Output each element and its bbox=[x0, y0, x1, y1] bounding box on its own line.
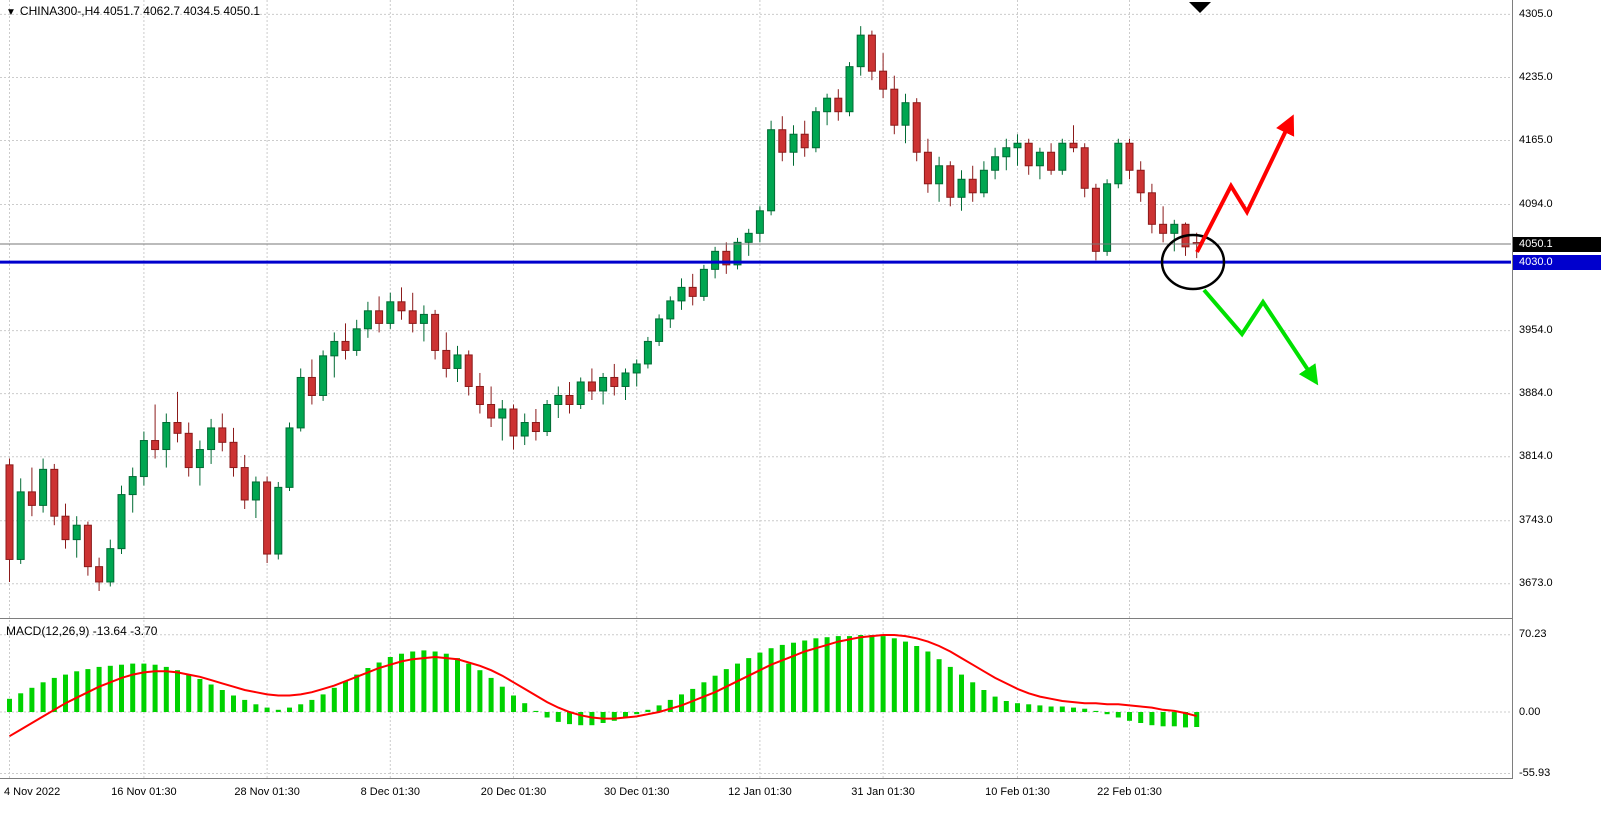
price-axis-label: 3814.0 bbox=[1519, 450, 1553, 463]
macd-axis-label: 0.00 bbox=[1519, 705, 1541, 718]
price-axis-label: 3954.0 bbox=[1519, 324, 1553, 337]
panel-separator bbox=[0, 618, 1601, 619]
current-price-badge: 4050.1 bbox=[1513, 236, 1601, 252]
macd-chart-canvas[interactable] bbox=[0, 620, 1511, 778]
support-line-price-badge: 4030.0 bbox=[1513, 254, 1601, 270]
time-axis-label: 16 Nov 01:30 bbox=[111, 786, 177, 798]
chart-shift-marker[interactable] bbox=[1189, 2, 1211, 13]
dropdown-arrow-icon[interactable]: ▼ bbox=[6, 7, 16, 18]
price-axis-label: 3884.0 bbox=[1519, 387, 1553, 400]
time-axis-label: 30 Dec 01:30 bbox=[603, 786, 670, 798]
price-axis-label: 3743.0 bbox=[1519, 514, 1553, 527]
price-axis-label: 4094.0 bbox=[1519, 197, 1553, 210]
bearish-scenario-arrow[interactable] bbox=[1202, 288, 1319, 386]
time-axis-label: 22 Feb 01:30 bbox=[1097, 786, 1162, 798]
time-axis-label: 12 Jan 01:30 bbox=[728, 786, 792, 798]
symbol-ohlc-text: CHINA300-,H4 4051.7 4062.7 4034.5 4050.1 bbox=[19, 4, 261, 18]
price-axis-label: 4305.0 bbox=[1519, 7, 1553, 20]
time-axis-label: 10 Feb 01:30 bbox=[985, 786, 1050, 798]
price-axis-label: 4235.0 bbox=[1519, 70, 1553, 83]
bullish-scenario-arrow[interactable] bbox=[1195, 114, 1295, 253]
price-axis-label: 4165.0 bbox=[1519, 134, 1553, 147]
macd-values: -13.64 -3.70 bbox=[92, 624, 158, 638]
time-axis-label: 4 Nov 2022 bbox=[4, 786, 61, 798]
price-axis: 4305.0 4235.0 4165.0 4094.0 3954.0 3884.0 3814… bbox=[1512, 0, 1601, 779]
time-axis-label: 8 Dec 01:30 bbox=[360, 786, 420, 798]
macd-axis-label: 70.23 bbox=[1519, 628, 1547, 641]
candles bbox=[5, 26, 1201, 591]
macd-signal-line bbox=[8, 634, 1197, 738]
macd-grid bbox=[0, 620, 1511, 778]
highlight-circle[interactable] bbox=[1160, 233, 1226, 291]
macd-axis-label: -55.93 bbox=[1519, 767, 1551, 780]
macd-name: MACD(12,26,9) bbox=[6, 624, 90, 638]
time-axis-label: 28 Nov 01:30 bbox=[234, 786, 300, 798]
price-axis-label: 3673.0 bbox=[1519, 577, 1553, 590]
time-axis-label: 31 Jan 01:30 bbox=[851, 786, 915, 798]
panel-separator-bottom bbox=[0, 778, 1601, 779]
macd-indicator-label: MACD(12,26,9) -13.64 -3.70 bbox=[6, 624, 157, 638]
time-axis: 4 Nov 2022 16 Nov 01:30 28 Nov 01:30 8 Dec … bbox=[0, 779, 1601, 825]
price-chart-canvas[interactable] bbox=[0, 0, 1511, 618]
time-axis-label: 20 Dec 01:30 bbox=[480, 786, 547, 798]
main-grid bbox=[0, 0, 1511, 618]
macd-histogram bbox=[7, 635, 1200, 728]
symbol-ohlc-label: ▼ CHINA300-,H4 4051.7 4062.7 4034.5 4050.… bbox=[6, 4, 260, 18]
